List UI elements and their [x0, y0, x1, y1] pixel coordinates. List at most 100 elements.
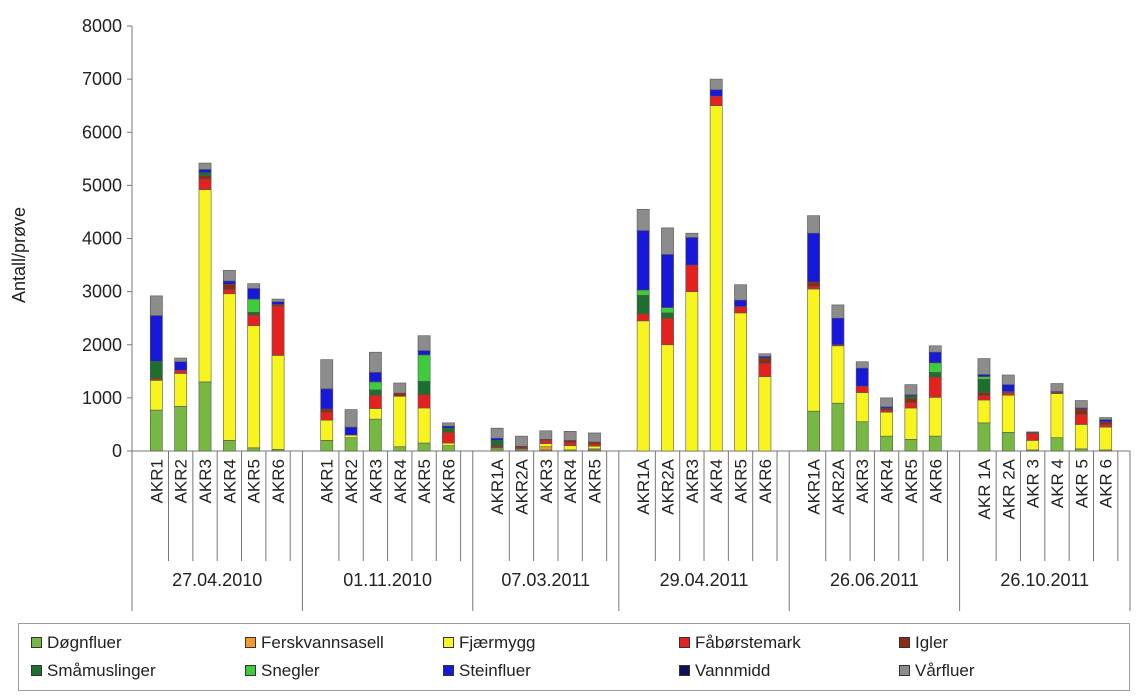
bar-segment [417, 354, 431, 382]
bar-segment [1099, 421, 1113, 425]
bar-segment [247, 312, 261, 316]
legend-label: Vårfluer [915, 661, 975, 680]
bar-segment [904, 384, 918, 395]
bar-segment [198, 178, 212, 190]
bar-segment [1074, 448, 1088, 452]
bar-segment [442, 445, 455, 452]
legend-label: Døgnfluer [47, 633, 122, 652]
legend-item: Igler [899, 633, 948, 653]
bar-segment [734, 284, 747, 301]
bar-segment [344, 409, 358, 428]
bar-segment [661, 317, 674, 346]
bar-segment [709, 105, 723, 452]
legend-item: Snegler [245, 661, 320, 681]
bar-segment [539, 430, 553, 440]
bar-segment [149, 360, 163, 380]
bar-segment [539, 446, 553, 451]
bar-segment [831, 345, 845, 404]
bar-segment [149, 315, 163, 362]
bar-segment [417, 442, 431, 452]
legend-label: Småmuslinger [47, 661, 156, 680]
bar-segment [563, 440, 577, 443]
bar-segment [636, 313, 650, 322]
bar-segment [807, 286, 820, 290]
legend-item: Småmuslinger [31, 661, 156, 681]
legend-swatch [443, 637, 454, 649]
bar-segment [1099, 424, 1113, 428]
bar-segment [904, 395, 918, 399]
bar-segment [417, 350, 431, 356]
legend-label: Snegler [261, 661, 320, 680]
x-tick-label: AKR6 [756, 459, 775, 503]
bar-segment [1001, 384, 1015, 392]
y-tick-label: 6000 [82, 122, 122, 142]
bar-segment [734, 312, 747, 452]
group-date-label: 29.04.2011 [660, 570, 749, 590]
bar-segment [1050, 393, 1064, 439]
bar-segment [928, 435, 942, 452]
legend-swatch [679, 665, 690, 677]
bar-segment [198, 189, 212, 383]
bar-segment [369, 372, 382, 383]
y-tick-label: 3000 [82, 282, 122, 302]
y-tick-label: 5000 [82, 175, 122, 195]
x-tick-label: AKR1 [147, 459, 166, 503]
x-tick-label: AKR 4 [1048, 459, 1067, 508]
bar-segment [977, 376, 991, 380]
bar-segment [222, 280, 236, 285]
bar-segment [758, 363, 772, 377]
bar-segment [417, 394, 431, 409]
axes: 0 1000 2000 3000 4000 5000 6000 7000 8000 [82, 16, 1130, 461]
bar-segment [636, 295, 650, 315]
bar-segment [831, 402, 845, 452]
bar-segment [734, 306, 747, 314]
bar-segment [807, 215, 820, 234]
bar-segment [320, 359, 334, 390]
bar-segment [1001, 432, 1015, 452]
x-tick-label: AKR 1A [975, 458, 994, 519]
bar-segment [904, 439, 918, 452]
x-tick-label: AKR3 [196, 459, 215, 503]
bar-segment [880, 397, 893, 408]
bar-segment [490, 440, 504, 446]
legend-item: Fjærmygg [443, 633, 536, 653]
bar-segment [977, 422, 991, 452]
x-tick-label: AKR2A [829, 458, 848, 514]
legend-label: Ferskvannsasell [261, 633, 384, 652]
bar-segment [369, 389, 382, 396]
bar-segment [928, 362, 942, 373]
bar-segment [928, 351, 942, 364]
bar-segment [734, 299, 747, 307]
legend-swatch [899, 637, 910, 649]
bar-segment [490, 437, 504, 441]
bar-segment [222, 283, 236, 290]
y-tick-label: 4000 [82, 229, 122, 249]
x-tick-label: AKR3 [537, 459, 556, 503]
bar-segment [369, 381, 382, 391]
bar-segment [807, 288, 820, 412]
bar-segment [393, 392, 407, 397]
x-tick-label: AKR6 [269, 459, 288, 503]
bar-segment [636, 289, 650, 296]
bar-segment [563, 442, 577, 446]
bar-segment [198, 169, 212, 173]
bar-segment [271, 301, 285, 305]
bar-segment [174, 406, 188, 452]
bar-segment [320, 411, 334, 421]
bar-segment [1001, 394, 1015, 433]
bar-segment [588, 441, 601, 445]
bar-segment [198, 175, 212, 180]
y-tick-label: 2000 [82, 335, 122, 355]
bar-segment [588, 445, 601, 450]
bar-segment [1001, 392, 1015, 396]
bar-segment [344, 426, 358, 436]
legend-item: Fåbørstemark [679, 633, 801, 653]
bar-segment [685, 291, 699, 452]
bar-segment [636, 230, 650, 291]
bar-segment [928, 376, 942, 398]
bar-segment [709, 78, 723, 91]
x-tick-label: AKR1A [805, 458, 824, 514]
legend-label: Fjærmygg [459, 633, 536, 652]
bar-segment [563, 445, 577, 451]
bar-segment [247, 447, 261, 452]
